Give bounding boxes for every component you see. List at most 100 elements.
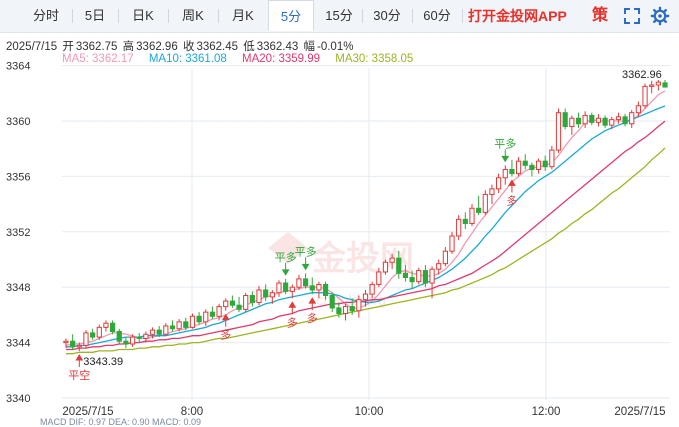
ma30-line xyxy=(66,147,666,355)
y-tick-label: 3344 xyxy=(6,338,30,350)
candle xyxy=(409,270,415,289)
candle-body xyxy=(442,250,448,265)
candle-body xyxy=(482,193,488,213)
high-label: 高 xyxy=(122,41,135,53)
candle-body xyxy=(642,85,648,107)
candle xyxy=(482,190,488,216)
candle xyxy=(156,325,162,338)
candle-body xyxy=(322,283,329,297)
fullscreen-icon[interactable] xyxy=(622,6,642,26)
candle-body xyxy=(189,315,196,328)
tab-separator xyxy=(218,9,219,23)
candle-body xyxy=(342,306,349,315)
candle xyxy=(296,274,302,290)
signal-label: 平多 xyxy=(275,250,297,264)
candle-body xyxy=(109,322,116,333)
candle-body xyxy=(76,344,82,348)
candle-body xyxy=(402,272,409,279)
tab-separator xyxy=(362,9,363,23)
candle-body xyxy=(502,168,508,179)
candle xyxy=(249,291,255,307)
candle xyxy=(456,215,462,241)
tab-5day[interactable]: 5日 xyxy=(84,8,106,23)
candle xyxy=(389,253,395,270)
candle-body xyxy=(356,299,362,312)
y-tick-label: 3348 xyxy=(6,282,30,294)
candle-body xyxy=(422,270,428,284)
open-app-link[interactable]: 打开金投网APP xyxy=(468,8,567,24)
candle-body xyxy=(382,261,389,273)
signal-label: 平空 xyxy=(68,368,90,382)
candle-body xyxy=(249,295,255,303)
tab-30min[interactable]: 30分 xyxy=(373,8,401,23)
tab-60min[interactable]: 60分 xyxy=(423,8,451,23)
candle-body xyxy=(283,282,289,292)
candle-body xyxy=(116,331,122,342)
candle-body xyxy=(489,188,495,195)
candle-body xyxy=(595,117,602,123)
candle-body xyxy=(289,286,295,292)
tab-timeshare[interactable]: 分时 xyxy=(32,8,59,23)
candle-body xyxy=(123,340,129,345)
signal-marker: 平多 xyxy=(494,136,516,163)
candle-body xyxy=(63,340,69,344)
candle-body xyxy=(542,160,548,168)
candle xyxy=(143,331,149,343)
tab-5min[interactable]: 5分 xyxy=(268,0,314,31)
x-tick-label: 8:00 xyxy=(181,406,203,418)
candle xyxy=(309,277,315,295)
candle-body xyxy=(276,282,282,294)
candle-body xyxy=(229,300,235,306)
candle xyxy=(549,145,555,170)
candle xyxy=(629,109,635,128)
candle xyxy=(236,296,242,313)
candle-body xyxy=(396,257,402,274)
candle xyxy=(502,165,508,185)
tab-monthly-k[interactable]: 月K xyxy=(232,8,254,23)
low-value: 3362.43 xyxy=(256,41,299,53)
candle-body xyxy=(183,321,189,328)
candle xyxy=(70,334,76,350)
candle-body xyxy=(216,306,222,317)
candles-group xyxy=(63,80,668,352)
gear-icon[interactable] xyxy=(650,6,670,26)
ma20-line xyxy=(66,120,666,351)
candle xyxy=(396,251,402,279)
candle xyxy=(136,332,142,343)
candle-body xyxy=(535,160,542,170)
candle-body xyxy=(369,283,375,295)
candle xyxy=(362,289,369,307)
signal-arrow-up xyxy=(508,179,516,193)
candle xyxy=(442,247,448,267)
moving-average-lines xyxy=(65,90,666,355)
candle-body xyxy=(615,116,622,121)
candle xyxy=(183,317,189,331)
candle xyxy=(429,266,435,299)
candle-body xyxy=(529,164,535,170)
candle xyxy=(189,313,196,329)
candle xyxy=(223,298,229,311)
candle-body xyxy=(436,263,442,270)
candle xyxy=(655,80,661,91)
candle-body xyxy=(476,207,482,213)
candle-body xyxy=(496,177,502,190)
candle-body xyxy=(376,271,382,285)
candle-body xyxy=(549,149,555,168)
candle xyxy=(116,328,122,344)
high-value: 3362.96 xyxy=(136,41,178,53)
candle xyxy=(535,158,542,174)
tab-daily-k[interactable]: 日K xyxy=(132,8,154,23)
tab-weekly-k[interactable]: 周K xyxy=(182,8,204,23)
candle xyxy=(329,292,335,313)
candle-body xyxy=(303,278,309,287)
tab-15min[interactable]: 15分 xyxy=(325,8,353,23)
y-tick-label: 3364 xyxy=(6,61,30,73)
candle xyxy=(149,327,156,339)
strategy-button[interactable]: 策 xyxy=(592,7,609,24)
candle-body xyxy=(522,160,528,166)
candle-body xyxy=(662,82,668,88)
candle-body xyxy=(555,112,562,151)
signal-label: 多 xyxy=(220,328,231,342)
candle-body xyxy=(635,105,641,114)
